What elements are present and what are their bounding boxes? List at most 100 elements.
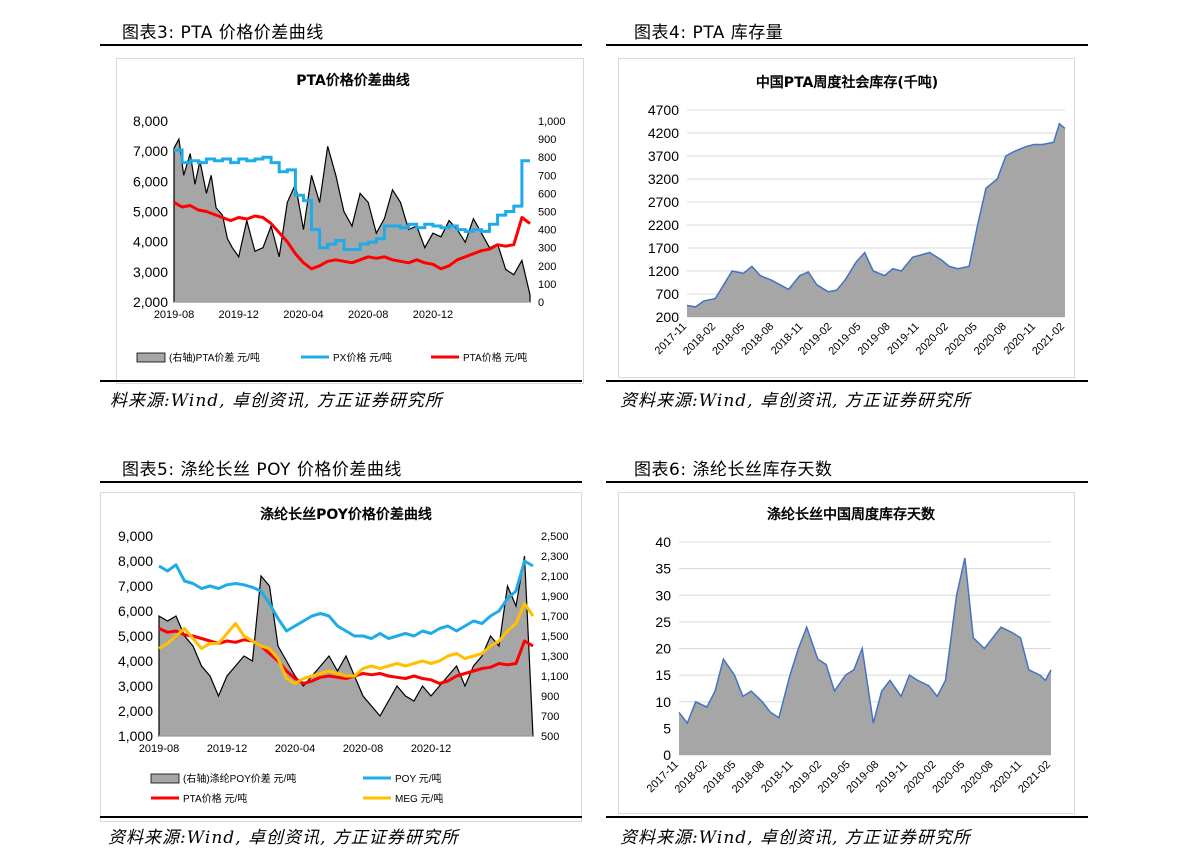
x-tick-label: 2020-08 <box>343 743 383 755</box>
y-left-tick-label: 2,000 <box>133 294 168 310</box>
bottom-rule <box>100 816 582 818</box>
y-tick-label: 25 <box>655 614 671 630</box>
x-tick-label: 2019-12 <box>219 309 259 321</box>
figure-title: 图表3: PTA 价格价差曲线 <box>122 23 324 43</box>
chart-title: 涤纶长丝POY价格价差曲线 <box>260 506 432 523</box>
chart-poy-spread: 涤纶长丝POY价格价差曲线 9,000 8,000 7,000 6,000 5,000 4,… <box>118 506 569 805</box>
legend-label: PTA价格 元/吨 <box>183 792 247 805</box>
y-right-tick-label: 1,300 <box>541 651 569 663</box>
figure-4: 图表4: PTA 库存量 中国PTA周度社会库存(千吨) 4700 4200 3700… <box>606 18 1088 418</box>
y-tick-label: 35 <box>655 561 671 577</box>
y-tick-label: 40 <box>655 534 671 550</box>
bottom-rule <box>606 380 1088 382</box>
y-left-tick-label: 3,000 <box>118 678 153 694</box>
legend-label: POY 元/吨 <box>395 772 442 785</box>
figure-source: 资料来源:Wind, 卓创资讯, 方正证券研究所 <box>620 828 971 848</box>
y-tick-label: 0 <box>663 747 671 763</box>
figure-6: 图表6: 涤纶长丝库存天数 涤纶长丝中国周度库存天数 40 35 30 25 20 15 10… <box>606 455 1088 860</box>
y-left-tick-label: 5,000 <box>133 204 168 220</box>
x-tick-label: 2020-08 <box>348 309 388 321</box>
series-area <box>679 558 1051 755</box>
y-right-tick-label: 500 <box>538 207 556 219</box>
y-tick-label: 3200 <box>648 171 679 187</box>
y-right-tick-label: 1,000 <box>538 116 566 128</box>
chart-title: PTA价格价差曲线 <box>296 72 410 89</box>
bottom-rule <box>100 380 582 382</box>
x-tick-label: 2020-04 <box>283 309 323 321</box>
x-tick-label: 2019-08 <box>856 321 893 358</box>
series-line <box>158 559 534 640</box>
series-area <box>687 123 1065 317</box>
y-right-tick-label: 1,700 <box>541 611 569 623</box>
y-right-tick-label: 1,500 <box>541 631 569 643</box>
y-right-tick-label: 2,300 <box>541 551 569 563</box>
series-line <box>158 602 535 685</box>
y-left-tick-label: 2,000 <box>118 703 153 719</box>
x-tick-label: 2020-12 <box>413 309 453 321</box>
y-right-tick-label: 900 <box>538 134 556 146</box>
figure-source: 料来源:Wind, 卓创资讯, 方正证券研究所 <box>110 391 443 411</box>
figure-title: 图表5: 涤纶长丝 POY 价格价差曲线 <box>122 460 402 480</box>
y-right-tick-label: 800 <box>538 152 556 164</box>
y-tick-label: 4200 <box>648 125 679 141</box>
x-tick-label: 2019-08 <box>139 743 179 755</box>
series-line <box>173 201 531 271</box>
y-right-tick-label: 2,100 <box>541 571 569 583</box>
y-tick-label: 1700 <box>648 240 679 256</box>
y-tick-label: 700 <box>656 286 680 302</box>
y-left-tick-label: 4,000 <box>118 653 153 669</box>
y-left-tick-label: 7,000 <box>133 143 168 159</box>
y-right-tick-label: 500 <box>541 731 559 743</box>
series-area <box>158 555 534 737</box>
series-area <box>173 137 531 303</box>
x-tick-label: 2018-08 <box>739 321 776 358</box>
chart-pta-inventory: 中国PTA周度社会库存(千吨) 4700 4200 3700 3200 2700 2200 1… <box>648 74 1067 358</box>
title-rule <box>100 481 582 483</box>
x-tick-label: 2020-08 <box>972 321 1009 358</box>
y-left-tick-label: 8,000 <box>118 553 153 569</box>
x-tick-label: 2021-02 <box>1016 759 1053 796</box>
legend-label: PX价格 元/吨 <box>333 351 392 364</box>
y-right-tick-label: 700 <box>541 711 559 723</box>
figure-title: 图表4: PTA 库存量 <box>634 23 784 43</box>
chart-title: 涤纶长丝中国周度库存天数 <box>767 506 936 523</box>
chart-frame: 涤纶长丝中国周度库存天数 40 35 30 25 20 15 10 5 0 2017-11 2018-… <box>618 492 1075 814</box>
chart-frame: PTA价格价差曲线 8,000 7,000 6,000 5,000 4,000 3,000 2… <box>116 58 584 384</box>
y-tick-label: 15 <box>655 667 671 683</box>
y-tick-label: 4700 <box>648 102 679 118</box>
y-left-tick-label: 4,000 <box>133 234 168 250</box>
y-tick-label: 10 <box>655 694 671 710</box>
series-line <box>686 122 1066 308</box>
figure-source: 资料来源:Wind, 卓创资讯, 方正证券研究所 <box>620 391 971 411</box>
series-line <box>678 557 1052 725</box>
legend-swatch <box>136 352 166 363</box>
y-left-tick-label: 8,000 <box>133 113 168 129</box>
y-tick-label: 5 <box>663 720 671 736</box>
y-right-tick-label: 300 <box>538 243 556 255</box>
legend-label: (右轴)涤纶POY价差 元/吨 <box>183 772 296 785</box>
x-tick-label: 2021-02 <box>1030 321 1067 358</box>
y-left-tick-label: 3,000 <box>133 264 168 280</box>
y-left-tick-label: 6,000 <box>133 173 168 189</box>
y-right-tick-label: 1,100 <box>541 671 569 683</box>
series-line <box>174 148 530 251</box>
y-right-tick-label: 100 <box>538 279 556 291</box>
x-tick-label: 2019-12 <box>207 743 247 755</box>
y-right-tick-label: 400 <box>538 225 556 237</box>
figure-source: 资料来源:Wind, 卓创资讯, 方正证券研究所 <box>108 828 459 848</box>
y-tick-label: 2700 <box>648 194 679 210</box>
legend-label: PTA价格 元/吨 <box>463 351 527 364</box>
y-right-tick-label: 2,500 <box>541 531 569 543</box>
chart-title: 中国PTA周度社会库存(千吨) <box>756 74 938 91</box>
figure-title: 图表6: 涤纶长丝库存天数 <box>634 460 833 480</box>
y-right-tick-label: 900 <box>541 691 559 703</box>
y-left-tick-label: 1,000 <box>118 728 153 744</box>
y-right-tick-label: 700 <box>538 170 556 182</box>
y-tick-label: 200 <box>656 309 680 325</box>
y-left-tick-label: 6,000 <box>118 603 153 619</box>
title-rule <box>606 481 1088 483</box>
legend-swatch <box>150 773 180 784</box>
y-left-tick-label: 7,000 <box>118 578 153 594</box>
figure-3: 图表3: PTA 价格价差曲线 PTA价格价差曲线 8,000 7,000 6,000… <box>100 18 584 418</box>
y-right-tick-label: 1,900 <box>541 591 569 603</box>
